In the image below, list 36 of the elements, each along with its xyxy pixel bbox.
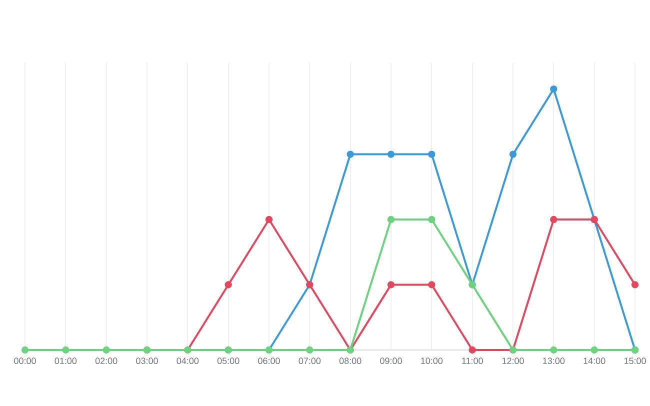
point — [387, 150, 395, 158]
point — [265, 216, 273, 224]
point — [387, 216, 395, 224]
x-tick-label: 02:00 — [95, 358, 118, 364]
x-tick-label: 01:00 — [54, 358, 77, 364]
point — [387, 281, 395, 288]
x-tick-label: 07:00 — [298, 358, 321, 364]
x-tick-label: 13:00 — [543, 358, 565, 364]
point — [21, 346, 29, 354]
x-tick-label: 08:00 — [339, 358, 362, 364]
x-tick-label: 11:00 — [462, 358, 483, 364]
x-tick-label: 03:00 — [136, 358, 158, 364]
x-tick-label: 14:00 — [584, 358, 606, 364]
point — [62, 346, 70, 354]
point — [346, 150, 354, 158]
x-tick-label: 04:00 — [176, 358, 199, 364]
point — [428, 150, 436, 158]
x-tick-label: 00:00 — [14, 358, 36, 364]
x-tick-label: 06:00 — [258, 358, 280, 364]
x-tick-label: 12:00 — [502, 358, 524, 364]
point — [102, 346, 110, 354]
point — [509, 150, 517, 158]
point — [590, 346, 598, 354]
point — [550, 346, 558, 354]
point — [224, 281, 232, 288]
point — [428, 281, 436, 288]
point — [428, 216, 436, 224]
x-tick-label: 09:00 — [380, 358, 402, 364]
point — [631, 281, 639, 288]
point — [550, 85, 558, 93]
point — [468, 346, 476, 354]
point — [550, 216, 558, 224]
x-tick-label: 05:00 — [217, 358, 240, 364]
point — [306, 346, 314, 354]
x-tick-label: 15:00 — [624, 358, 646, 364]
x-tick-label: 10:00 — [421, 358, 443, 364]
